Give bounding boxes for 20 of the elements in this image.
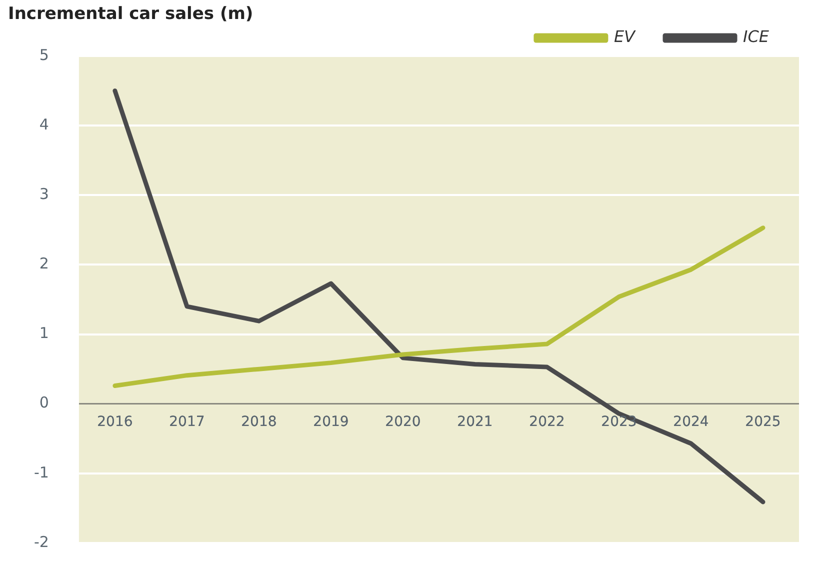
x-tick-label: 2025 bbox=[745, 414, 781, 430]
x-tick-label: 2024 bbox=[673, 414, 709, 430]
chart-title: Incremental car sales (m) bbox=[8, 4, 254, 24]
y-tick-label: 3 bbox=[39, 185, 49, 204]
y-tick-label: 1 bbox=[39, 324, 49, 342]
legend-label: ICE bbox=[743, 27, 770, 46]
x-tick-label: 2016 bbox=[97, 414, 133, 430]
y-tick-label: 0 bbox=[39, 394, 49, 412]
legend-label: EV bbox=[614, 27, 636, 46]
y-tick-label: 5 bbox=[39, 46, 49, 64]
x-tick-label: 2021 bbox=[457, 414, 493, 430]
x-tick-label: 2018 bbox=[241, 414, 277, 430]
y-tick-label: -1 bbox=[34, 463, 49, 482]
x-tick-label: 2020 bbox=[385, 414, 421, 430]
y-tick-label: 4 bbox=[39, 115, 49, 134]
x-tick-label: 2022 bbox=[529, 414, 565, 430]
x-tick-label: 2019 bbox=[313, 414, 349, 430]
y-tick-label: 2 bbox=[39, 254, 49, 273]
y-tick-label: -2 bbox=[34, 532, 49, 551]
x-tick-label: 2017 bbox=[169, 414, 205, 430]
